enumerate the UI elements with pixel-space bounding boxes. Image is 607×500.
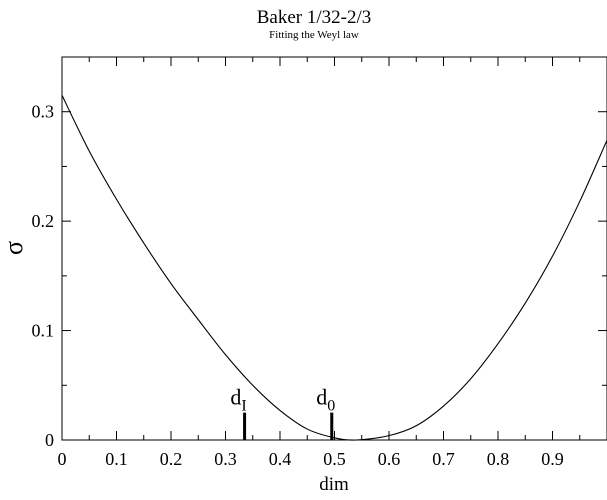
x-tick-label: 0.6 — [378, 449, 401, 469]
y-tick-label: 0.2 — [32, 211, 55, 231]
series-line — [61, 95, 607, 441]
x-tick-label: 0.3 — [214, 449, 237, 469]
chart-title: Baker 1/32-2/3 — [257, 7, 372, 28]
x-tick-label: 0.5 — [323, 449, 346, 469]
y-axis-label: σ — [0, 241, 28, 255]
marker-label-d0: d0 — [316, 385, 335, 415]
y-tick-label: 0 — [45, 430, 54, 450]
chart-subtitle: Fitting the Weyl law — [269, 29, 359, 41]
y-tick-label: 0.3 — [32, 102, 55, 122]
x-tick-label: 0.7 — [432, 449, 455, 469]
x-tick-label: 0.8 — [487, 449, 510, 469]
x-tick-label: 0.1 — [105, 449, 128, 469]
plot-frame — [61, 56, 607, 441]
y-tick-label: 0.1 — [32, 321, 55, 341]
x-tick-label: 0.4 — [269, 449, 292, 469]
tick-labels-layer: 0 0.1 0.2 0.3 0.4 0.5 0.6 0.7 0.8 0.9 0 0.1 0.2 0.3 — [32, 102, 564, 469]
x-tick-label: 0 — [58, 449, 67, 469]
ticks-layer — [61, 56, 607, 441]
x-tick-label: 0.9 — [541, 449, 564, 469]
markers-layer: dI d0 — [230, 385, 335, 440]
marker-label-dI: dI — [230, 385, 246, 415]
x-tick-label: 0.2 — [160, 449, 183, 469]
x-axis-label: dim — [319, 474, 349, 495]
